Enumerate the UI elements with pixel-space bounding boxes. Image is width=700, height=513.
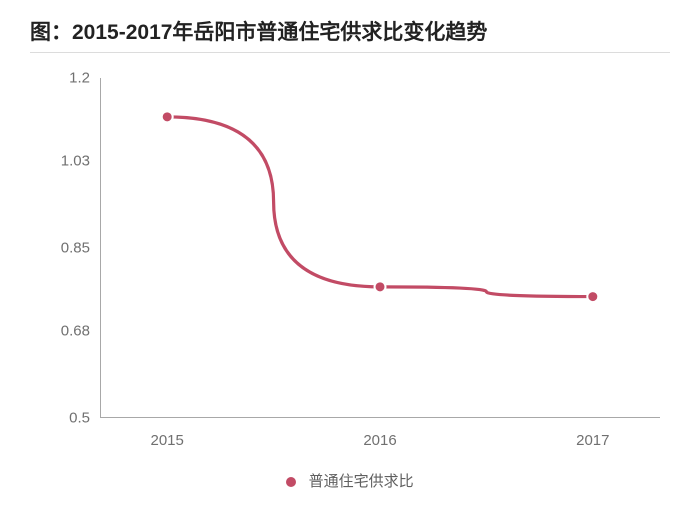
- line-layer: [100, 78, 660, 418]
- chart-title-text: 图：2015-2017年岳阳市普通住宅供求比变化趋势: [30, 21, 487, 44]
- legend: 普通住宅供求比: [0, 470, 700, 491]
- legend-label: 普通住宅供求比: [309, 473, 414, 490]
- x-tick-label: 2016: [363, 432, 396, 449]
- chart-container: { "type": "line", "title": "图：2015-2017年…: [0, 0, 700, 513]
- data-point: [587, 291, 598, 302]
- x-tick-label: 2015: [151, 432, 184, 449]
- title-underline: [30, 52, 670, 53]
- y-tick-label: 0.5: [69, 410, 90, 427]
- chart-title: 图：2015-2017年岳阳市普通住宅供求比变化趋势: [30, 16, 670, 46]
- y-tick-label: 1.03: [61, 152, 90, 169]
- y-tick-label: 0.68: [61, 322, 90, 339]
- legend-swatch: [286, 477, 296, 487]
- y-tick-label: 1.2: [69, 70, 90, 87]
- y-tick-label: 0.85: [61, 240, 90, 257]
- plot-area: 0.50.680.851.031.2201520162017: [100, 78, 660, 418]
- x-tick-label: 2017: [576, 432, 609, 449]
- series-line: [167, 117, 593, 297]
- data-point: [162, 111, 173, 122]
- data-point: [375, 281, 386, 292]
